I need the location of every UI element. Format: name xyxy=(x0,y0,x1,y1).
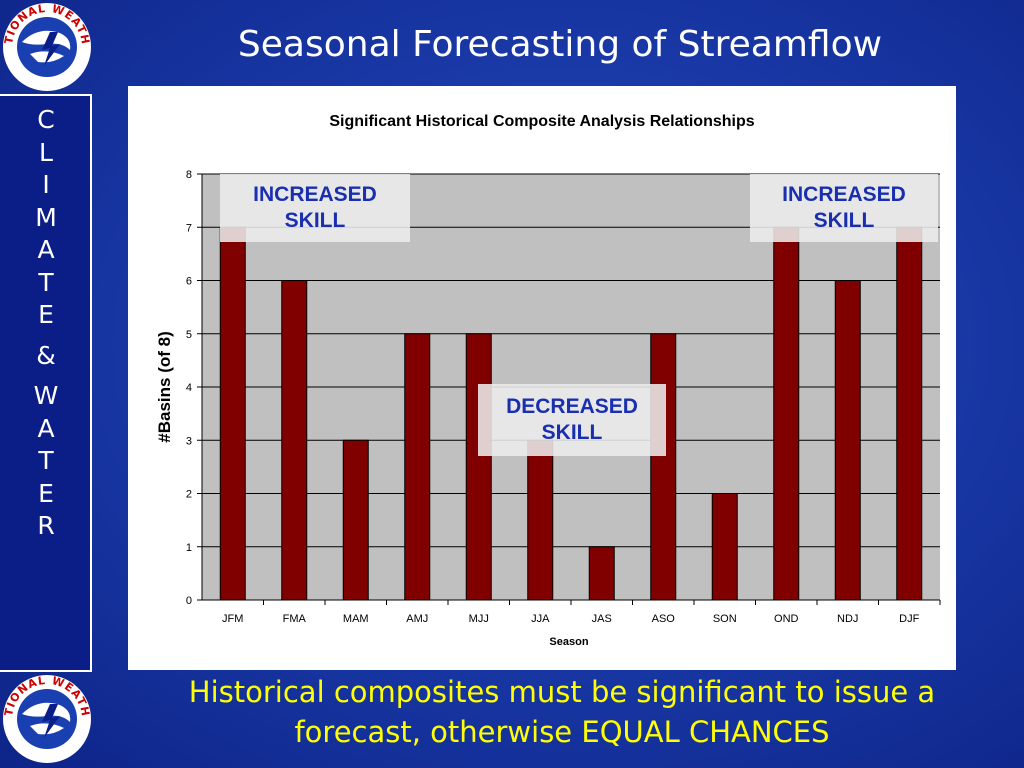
increased-skill-right-box: INCREASED SKILL xyxy=(750,174,938,242)
y-tick-label: 6 xyxy=(186,276,192,288)
y-tick-label: 0 xyxy=(186,595,192,607)
decreased-skill-line1: DECREASED xyxy=(506,395,638,418)
bar-mam xyxy=(342,439,369,601)
x-tick-label: AMJ xyxy=(406,613,428,625)
side-letter: R xyxy=(37,511,55,540)
slide-caption: Historical composites must be significan… xyxy=(100,672,1024,752)
side-letter: A xyxy=(37,413,55,443)
y-tick-label: 8 xyxy=(186,169,192,181)
x-tick-label: MAM xyxy=(343,613,369,625)
increased-skill-left-box: INCREASED SKILL xyxy=(220,174,410,242)
side-letter: & xyxy=(36,340,56,370)
x-axis-label: Season xyxy=(549,636,588,648)
x-tick-label: JJA xyxy=(531,613,550,625)
caption-line-2: forecast, otherwise EQUAL CHANCES xyxy=(294,715,830,749)
bar-mjj xyxy=(465,333,492,601)
increased-skill-left-line2: SKILL xyxy=(284,209,346,232)
decreased-skill-line2: SKILL xyxy=(541,421,603,444)
x-tick-label: ASO xyxy=(652,613,676,625)
bar-ndj xyxy=(834,280,861,601)
x-tick-label: JAS xyxy=(592,613,612,625)
x-tick-label: FMA xyxy=(283,613,307,625)
side-letter: L xyxy=(39,137,53,167)
bar-amj xyxy=(404,333,431,601)
side-letter: E xyxy=(38,300,54,329)
bar-jas xyxy=(588,546,615,601)
side-letter: A xyxy=(37,235,55,264)
y-tick-label: 1 xyxy=(186,542,192,554)
chart-title: Significant Historical Composite Analysi… xyxy=(329,113,754,130)
side-letter: T xyxy=(38,446,54,475)
y-tick-label: 5 xyxy=(186,329,192,341)
increased-skill-left-line1: INCREASED xyxy=(253,183,377,206)
nws-logo-top: NATIONAL WEATHER xyxy=(2,2,91,91)
side-letter: I xyxy=(42,170,50,199)
bar-djf xyxy=(896,226,923,601)
side-letter: M xyxy=(35,202,57,232)
increased-skill-right-line2: SKILL xyxy=(813,209,875,232)
y-tick-label: 7 xyxy=(186,222,192,234)
bar-son xyxy=(711,493,738,601)
x-tick-label: NDJ xyxy=(837,613,858,625)
side-letter: T xyxy=(38,267,54,297)
side-banner-letters: C L I M A T E & W A T E R xyxy=(0,104,92,543)
side-letter: E xyxy=(38,478,54,508)
increased-skill-right-line1: INCREASED xyxy=(782,183,906,206)
side-letter: C xyxy=(37,105,55,134)
bar-fma xyxy=(281,280,308,601)
side-letter: W xyxy=(33,381,59,410)
bar-aso xyxy=(650,333,677,601)
y-tick-label: 4 xyxy=(186,382,192,394)
y-tick-label: 3 xyxy=(186,435,192,447)
bar-ond xyxy=(773,226,800,601)
x-tick-label: OND xyxy=(774,613,799,625)
side-banner xyxy=(0,94,92,672)
slide-title: Seasonal Forecasting of Streamflow xyxy=(237,24,883,65)
y-tick-label: 2 xyxy=(186,489,192,501)
x-tick-label: SON xyxy=(713,613,737,625)
y-axis-label: #Basins (of 8) xyxy=(155,331,174,442)
bar-jfm xyxy=(219,226,246,601)
decreased-skill-box: DECREASED SKILL xyxy=(478,384,666,456)
caption-line-1: Historical composites must be significan… xyxy=(188,675,936,709)
x-tick-label: JFM xyxy=(222,613,243,625)
bar-jja xyxy=(527,439,554,601)
x-tick-label: DJF xyxy=(899,613,919,625)
nws-logo-bottom: NATIONAL WEATHER xyxy=(2,674,91,763)
x-tick-label: MJJ xyxy=(469,613,489,625)
